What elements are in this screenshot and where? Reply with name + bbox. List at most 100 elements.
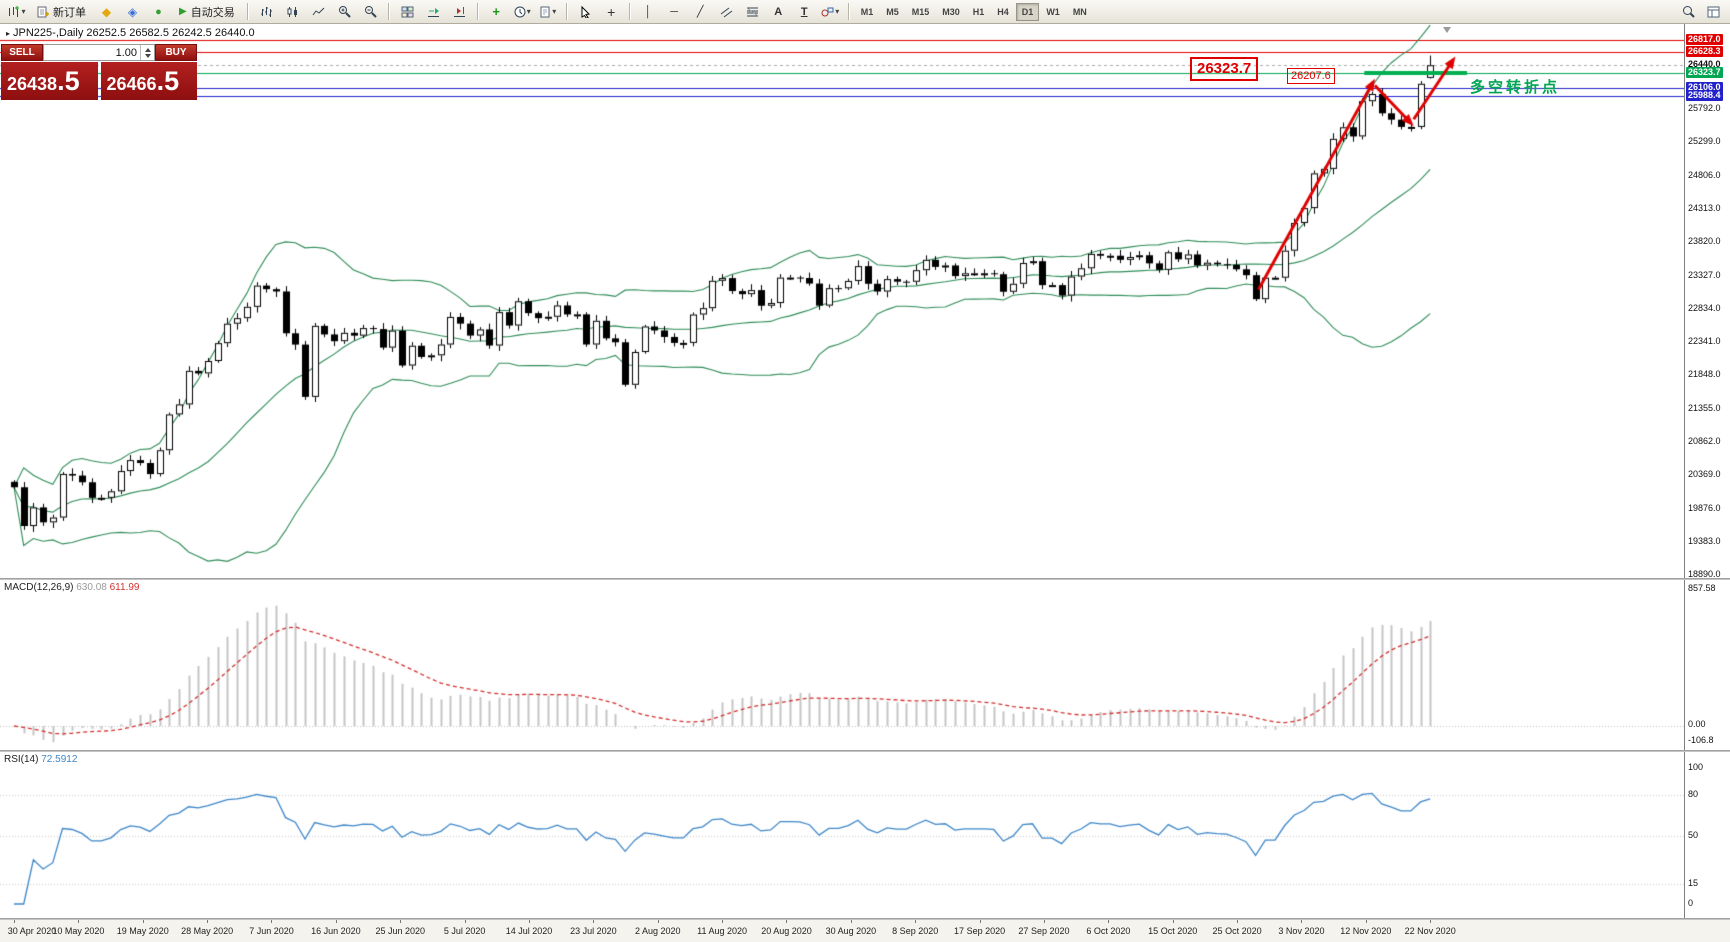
time-axis-tick [593,920,595,923]
price-scale-label: 18890.0 [1688,569,1721,580]
horizontal-line-button[interactable]: ─ [670,5,679,18]
macd-canvas[interactable] [0,580,1684,750]
macd-label: MACD(12,26,9) 630.08 611.99 [4,582,139,593]
timeframe-m1-button[interactable]: M1 [855,3,880,21]
auto-scroll-button[interactable] [421,2,446,22]
search-button[interactable] [1676,2,1701,22]
timeframe-h4-button[interactable]: H4 [991,3,1015,21]
new-order-label: 新订单 [53,6,86,19]
vertical-line-button[interactable]: │ [644,5,652,18]
crosshair-button[interactable]: + [607,3,616,20]
time-axis-label: 16 Jun 2020 [311,926,361,936]
time-axis-tick [207,920,209,923]
price-scale-label: 25299.0 [1688,136,1721,147]
channel-button[interactable] [714,2,739,22]
macd-scale[interactable]: 857.58 0.00 -106.8 [1684,580,1730,750]
time-axis-label: 25 Oct 2020 [1212,926,1262,936]
sell-button[interactable]: SELL [1,44,43,61]
sell-price-pip: .5 [57,66,80,96]
volume-up-icon[interactable] [144,47,151,52]
time-axis-tick [271,920,273,923]
time-axis-label: 25 Jun 2020 [375,926,426,936]
cursor-button[interactable] [573,2,598,22]
periods-button[interactable]: ▾ [510,2,535,22]
autotrading-button[interactable]: ▶ 自动交易 [172,2,242,22]
price-scale-label: 19876.0 [1688,502,1721,513]
chart-shift-marker[interactable] [1443,27,1451,33]
panel-separator[interactable] [0,750,1730,752]
zoom-out-button[interactable] [358,2,383,22]
volume-spinner[interactable] [140,45,154,60]
price-scale-label: 25988.4 [1686,89,1723,101]
time-axis-label: 30 Aug 2020 [825,926,877,936]
time-axis-label: 2 Aug 2020 [634,926,681,936]
time-axis-label: 6 Oct 2020 [1086,926,1131,936]
line-chart-type-button[interactable] [306,2,331,22]
sell-price-main: 26438 [7,74,58,94]
strategy-tester-icon[interactable]: ● [155,5,162,18]
fibonacci-button[interactable] [740,2,765,22]
trendline-button[interactable]: ╱ [696,6,704,18]
panel-separator[interactable] [0,918,1730,920]
resistance-price-box[interactable]: 26323.7 [1190,57,1259,81]
time-axis-tick [14,920,15,923]
time-axis-label: 14 Jul 2020 [505,926,553,936]
price-scale-label: 22834.0 [1688,302,1721,313]
time-axis-label: 7 Jun 2020 [249,926,294,936]
timeframe-m15-button[interactable]: M15 [906,3,936,21]
sell-price[interactable]: 26438.5 [1,62,98,100]
buy-button[interactable]: BUY [155,44,197,61]
bar-chart-type-button[interactable] [254,2,279,22]
new-chart-button[interactable]: ▾ [4,2,29,22]
timeframe-mn-button[interactable]: MN [1067,3,1093,21]
price-scale-label: 24806.0 [1688,169,1721,180]
turning-point-note[interactable]: 多空转折点 [1470,79,1561,96]
time-axis-label: 8 Sep 2020 [892,926,939,936]
template-icon [540,6,550,17]
time-axis-tick [528,920,530,923]
metaeditor-icon[interactable]: ◆ [101,4,112,19]
price-scale-label: 26817.0 [1686,33,1723,45]
main-chart-canvas[interactable] [0,24,1684,578]
timeframe-m30-button[interactable]: M30 [936,3,966,21]
timeframe-d1-button[interactable]: D1 [1015,2,1040,21]
rsi-canvas[interactable] [0,752,1684,918]
rsi-scale-label: 50 [1688,830,1699,840]
timeframe-w1-button[interactable]: W1 [1040,3,1066,21]
tile-windows-button[interactable] [395,2,420,22]
volume-field[interactable] [43,44,155,61]
zoom-in-button[interactable] [332,2,357,22]
breakout-price-box[interactable]: 26207.6 [1287,68,1335,84]
price-scale-label: 21355.0 [1688,402,1721,413]
candlestick-type-button[interactable] [280,2,305,22]
time-axis-label: 23 Jul 2020 [570,926,617,936]
indicators-button[interactable]: + [492,4,500,19]
timeframe-m5-button[interactable]: M5 [880,3,905,21]
label-tool-button[interactable]: T [800,5,808,18]
zoom-out-icon [364,6,377,18]
macd-signal-value: 611.99 [109,582,140,593]
chart-shift-button[interactable] [447,2,472,22]
macd-main-value: 630.08 [76,582,107,593]
symbol-marker-icon: ▸ [6,29,11,38]
templates-button[interactable]: ▾ [536,2,561,22]
market-watch-icon[interactable]: ◈ [127,4,138,19]
time-axis-tick [657,920,659,923]
time-axis[interactable]: 30 Apr 2020 10 May 2020 19 May 2020 28 May … [0,920,1730,942]
shapes-button[interactable]: ▾ [818,2,843,22]
text-tool-button[interactable]: A [774,5,783,18]
panel-separator[interactable] [0,578,1730,580]
new-order-icon [37,6,49,17]
data-window-button[interactable] [1701,2,1726,22]
volume-input[interactable] [44,45,140,60]
macd-scale-min: -106.8 [1688,735,1714,745]
macd-scale-max: 857.58 [1688,583,1716,593]
price-scale[interactable]: 25792.0 25299.0 24806.0 24313.0 23820.0 23327… [1684,24,1730,580]
rsi-scale[interactable]: 100 80 50 15 0 [1684,752,1730,918]
buy-price[interactable]: 26466.5 [100,62,197,100]
volume-down-icon[interactable] [144,53,151,58]
macd-scale-zero: 0.00 [1688,719,1706,729]
new-order-button[interactable]: 新订单 [30,2,93,22]
price-scale-label: 23820.0 [1688,236,1721,247]
timeframe-h1-button[interactable]: H1 [967,3,991,21]
